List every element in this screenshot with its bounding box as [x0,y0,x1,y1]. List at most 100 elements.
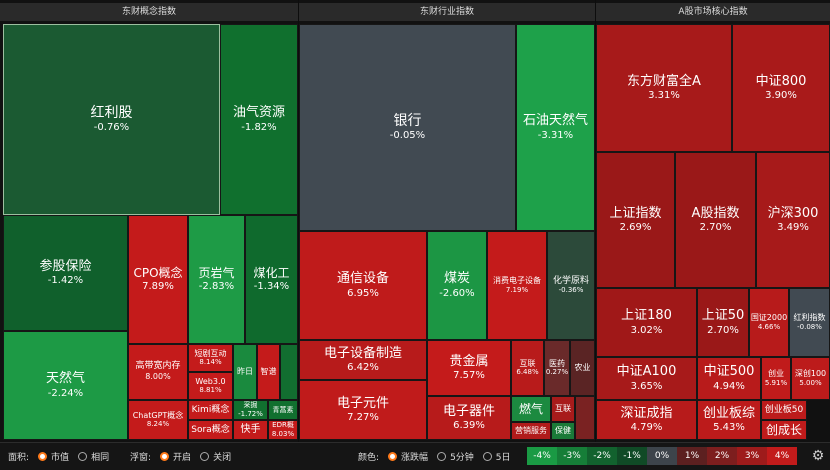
tile-change: 3.02% [630,324,663,336]
treemap-tile[interactable]: 贵金属 7.57% [427,340,511,396]
treemap-tile[interactable]: 上证50 2.70% [697,288,749,357]
treemap-tile[interactable]: 高带宽内存 8.00% [128,344,188,400]
tile-change: 3.31% [648,90,680,102]
area-radio-market-cap[interactable] [38,452,48,461]
treemap-tile[interactable]: 上证180 3.02% [596,288,697,357]
treemap-tile[interactable]: 短剧互动 8.14% [188,344,233,372]
tile-change: 0.27% [545,368,569,377]
treemap-tile[interactable]: 天然气 -2.24% [3,331,128,440]
treemap-tile[interactable] [575,396,595,440]
treemap-tile[interactable]: 创业 5.91% [761,357,791,400]
treemap-tile[interactable]: ChatGPT概念 8.24% [128,400,188,440]
area-label: 面积: [8,453,30,463]
area-radio-equal[interactable] [78,452,88,461]
treemap-tile[interactable]: 石油天然气 -3.31% [516,24,595,231]
treemap-tile[interactable]: 化学原料 -0.36% [547,231,595,340]
tile-change: 3.90% [765,90,797,102]
color-option-group: 颜色: 涨跌幅 5分钟 5日 [358,443,511,470]
tile-change: -0.05% [389,130,426,142]
treemap-tile[interactable] [280,344,298,400]
tile-name: Web3.0 [195,376,226,386]
float-radio-on[interactable] [160,452,170,461]
tile-name: 高带宽内存 [135,361,181,372]
tile-name: 电子设备制造 [323,345,402,361]
float-radio-off[interactable] [200,452,210,461]
color-option-5day[interactable]: 5日 [495,453,511,463]
color-option-5min[interactable]: 5分钟 [450,453,474,463]
treemap-tile[interactable]: CPO概念 7.89% [128,215,188,344]
treemap-tile[interactable]: 互联 [551,396,575,422]
treemap-tile[interactable]: 国证2000 4.66% [749,288,789,357]
treemap-tile[interactable]: 创业板综 5.43% [697,400,761,440]
color-radio-5day[interactable] [482,452,492,461]
treemap-tile[interactable]: 深证成指 4.79% [596,400,697,440]
legend-swatch: 3% [737,447,767,465]
treemap-tile[interactable]: 红利指数 -0.08% [789,288,830,357]
tile-change: 6.39% [453,420,485,432]
treemap-tile[interactable]: 医药 0.27% [544,340,570,396]
treemap-tile[interactable]: 油气资源 -1.82% [220,24,298,215]
treemap-tile[interactable]: 上证指数 2.69% [596,152,675,288]
tile-name: EDR概 [272,421,294,430]
treemap-tile[interactable]: 采掘 -1.72% [233,400,268,420]
treemap-tile[interactable]: 电子元件 7.27% [299,380,427,440]
tile-name: 创成长 [765,422,802,437]
tile-name: 石油天然气 [522,113,588,129]
treemap-tile[interactable]: 深创100 5.00% [791,357,830,400]
treemap-tile[interactable]: 煤炭 -2.60% [427,231,487,340]
treemap-tile[interactable]: 页岩气 -2.83% [188,215,245,344]
float-option-on[interactable]: 开启 [173,453,192,463]
panel-title: A股市场核心指数 [596,3,830,21]
tile-name: 页岩气 [198,265,235,280]
treemap-tile[interactable]: 保健 [551,422,575,440]
color-radio-5min[interactable] [437,452,447,461]
treemap-tile[interactable]: 创业板50 [761,400,807,420]
treemap-tile[interactable]: 参股保险 -1.42% [3,215,128,331]
area-option-group: 面积: 市值 相同 [8,443,109,470]
treemap-tile[interactable]: Sora概念 [188,420,233,440]
color-radio-change[interactable] [388,452,398,461]
tile-change: 4.79% [630,422,663,434]
color-option-change[interactable]: 涨跌幅 [401,453,429,463]
treemap-tile[interactable]: 消费电子设备 7.19% [487,231,547,340]
treemap-tile[interactable]: A股指数 2.70% [675,152,756,288]
treemap-tile[interactable]: 中证A100 3.65% [596,357,697,400]
treemap-tile[interactable]: 创成长 [761,420,807,440]
tile-name: 保健 [555,426,571,436]
treemap-tile[interactable]: 通信设备 6.95% [299,231,427,340]
treemap-tile[interactable]: 东方财富全A 3.31% [596,24,732,152]
tile-name: CPO概念 [133,265,183,280]
tile-name: Kimi概念 [191,404,230,415]
treemap-tile[interactable]: Web3.0 8.81% [188,372,233,400]
treemap-tile[interactable]: 营销服务 [511,422,551,440]
tile-name: 深创100 [794,369,827,379]
tile-change: -1.82% [241,121,277,133]
tile-name: 快手 [240,424,261,435]
area-option-equal[interactable]: 相同 [91,453,110,463]
tile-name: 智谱 [260,367,277,377]
treemap-tile[interactable]: 红利股 -0.76% [3,24,220,215]
treemap-tile[interactable]: 中证800 3.90% [732,24,830,152]
tile-name: 深证成指 [620,405,673,421]
treemap-tile[interactable]: 互联 6.48% [511,340,544,396]
treemap-tile[interactable]: 电子设备制造 6.42% [299,340,427,380]
treemap-tile[interactable]: 智谱 [257,344,280,400]
float-option-off[interactable]: 关闭 [213,453,232,463]
treemap-tile[interactable]: 快手 [233,420,268,440]
treemap-tile[interactable]: 昨日 [233,344,257,400]
treemap-tile[interactable]: 银行 -0.05% [299,24,516,231]
tile-name: 红利指数 [793,313,826,323]
treemap-tile[interactable]: Kimi概念 [188,400,233,420]
treemap-tile[interactable]: 中证500 4.94% [697,357,761,400]
tile-name: 中证500 [703,364,755,380]
treemap-tile[interactable]: 沪深300 3.49% [756,152,830,288]
treemap-tile[interactable]: EDR概 8.03% [268,420,298,440]
treemap-tile[interactable]: 青蒿素 [268,400,298,420]
treemap-tile[interactable]: 燃气 [511,396,551,422]
area-option-market-cap[interactable]: 市值 [51,453,70,463]
treemap-tile[interactable]: 煤化工 -1.34% [245,215,298,344]
gear-icon[interactable]: ⚙ [811,448,825,464]
treemap-tile[interactable]: 农业 [570,340,595,396]
treemap-tile[interactable]: 电子器件 6.39% [427,396,511,440]
legend-swatch: -2% [587,447,617,465]
